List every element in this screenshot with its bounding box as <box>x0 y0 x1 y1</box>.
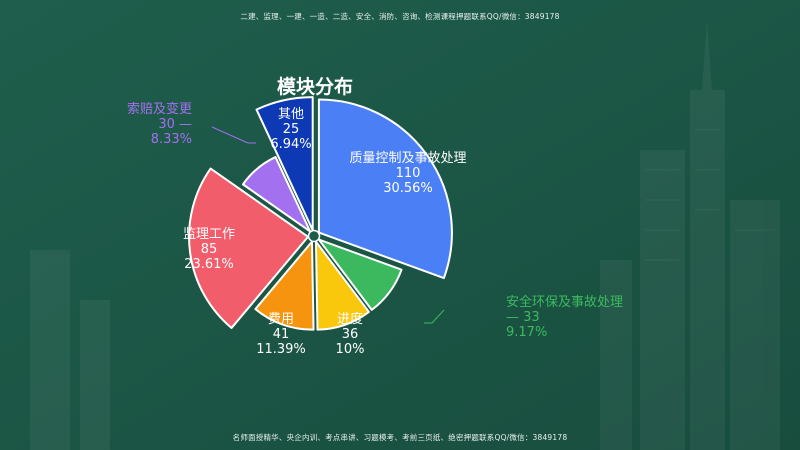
slice-label-value-4: 41 <box>273 327 290 342</box>
slice-label-name-7: 其他 <box>278 107 304 122</box>
slice-label-percent-7: 6.94% <box>270 137 311 152</box>
slice-label-name-3: 进度 <box>337 311 363 327</box>
slice-label-name-2: 安全环保及事故处理 <box>506 294 623 310</box>
pie-slice-4 <box>254 240 315 331</box>
pie-slice-1 <box>317 98 453 280</box>
pie-slice-5 <box>188 167 310 329</box>
building-silhouettes <box>30 20 780 450</box>
footer-notice: 名师面授精华、央企内训、考点串讲、习题模考、考前三页纸、绝密押题联系QQ/微信：… <box>232 433 568 442</box>
leader-line-6 <box>211 126 256 144</box>
slice-label-name-6: 索赔及变更 <box>127 101 192 117</box>
slice-label-value-1: 110 <box>396 166 421 181</box>
center-ring <box>307 229 321 243</box>
chart-title: 模块分布 <box>277 75 353 98</box>
slice-label-percent-1: 30.56% <box>383 181 433 196</box>
pie-slice-6 <box>241 156 312 233</box>
slice-label-name-4: 费用 <box>268 312 294 327</box>
slice-label-value-3: 36 <box>342 327 359 342</box>
slice-label-percent-2: 9.17% <box>506 325 547 340</box>
building-window-lines <box>645 129 775 261</box>
slice-label-percent-3: 10% <box>336 342 365 357</box>
slice-label-name-1: 质量控制及事故处理 <box>349 151 466 166</box>
pie-slices <box>188 96 453 331</box>
slice-label-percent-6: 8.33% <box>151 132 192 147</box>
slice-label-value-5: 85 <box>201 242 218 257</box>
slice-label-percent-5: 23.61% <box>184 257 234 272</box>
slice-label-name-5: 监理工作 <box>183 227 235 242</box>
pie-slice-3 <box>314 240 370 331</box>
slice-label-value-7: 25 <box>283 122 300 137</box>
slice-label-value-6: 30 — <box>158 117 192 132</box>
slice-label-value-2: — 33 <box>506 310 540 325</box>
header-notice: 二建、监理、一建、一造、二造、安全、消防、咨询、检测课程押题联系QQ/微信：38… <box>240 12 560 21</box>
label-leader-lines <box>211 126 445 324</box>
pie-slice-2 <box>317 238 403 311</box>
pie-slice-7 <box>255 96 314 232</box>
leader-line-2 <box>424 309 445 324</box>
slice-label-percent-4: 11.39% <box>256 342 306 357</box>
